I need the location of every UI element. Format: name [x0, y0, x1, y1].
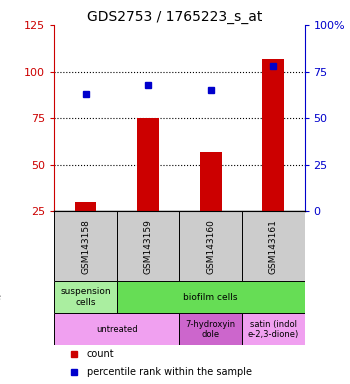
Text: percentile rank within the sample: percentile rank within the sample	[87, 367, 252, 377]
Bar	[242, 211, 304, 281]
Bar	[54, 281, 117, 313]
Text: suspension
cells: suspension cells	[60, 288, 111, 307]
Text: GSM143158: GSM143158	[81, 219, 90, 274]
Bar	[54, 313, 179, 345]
Text: GSM143160: GSM143160	[206, 219, 215, 274]
Text: GSM143161: GSM143161	[269, 219, 278, 274]
Text: agent: agent	[0, 324, 1, 334]
Bar	[117, 211, 179, 281]
Bar	[179, 211, 242, 281]
Bar	[54, 211, 117, 281]
Text: biofilm cells: biofilm cells	[183, 293, 238, 302]
Bar	[117, 281, 304, 313]
Bar	[262, 58, 284, 211]
Text: count: count	[87, 349, 114, 359]
Bar	[137, 118, 159, 211]
Text: GDS2753 / 1765223_s_at: GDS2753 / 1765223_s_at	[87, 10, 263, 23]
Bar	[242, 313, 304, 345]
Text: satin (indol
e-2,3-dione): satin (indol e-2,3-dione)	[247, 319, 299, 339]
Text: 7-hydroxyin
dole: 7-hydroxyin dole	[186, 319, 236, 339]
Bar	[179, 313, 242, 345]
Text: cell type: cell type	[0, 292, 1, 302]
Bar	[75, 202, 97, 211]
Bar	[200, 152, 222, 211]
Text: untreated: untreated	[96, 325, 138, 334]
Text: GSM143159: GSM143159	[144, 219, 153, 274]
